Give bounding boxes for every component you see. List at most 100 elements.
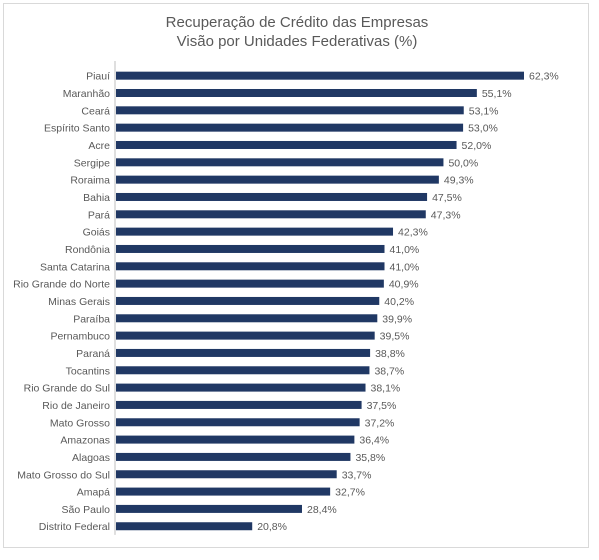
bar [116,192,428,201]
bar-group: Paraíba 39,9% [73,313,412,325]
category-label: Bahia [83,192,110,204]
bar-group: Minas Gerais 40,2% [48,296,414,308]
data-label: 50,0% [448,157,478,169]
bar [116,487,331,496]
data-label: 37,5% [367,400,397,412]
bar-chart: Piauí 62,3% Maranhão 55,1% Ceará 53,1% Espírit… [13,61,559,535]
category-label: Amapá [77,487,110,499]
bar [116,470,337,479]
bar-group: Acre 52,0% [88,140,491,152]
data-label: 38,1% [371,383,401,395]
category-label: Rio de Janeiro [42,400,110,412]
category-label: Rio Grande do Norte [13,279,110,291]
data-label: 28,4% [307,504,337,516]
data-label: 36,4% [359,435,389,447]
bar [116,140,457,149]
category-label: Goiás [83,227,110,239]
data-label: 39,5% [380,331,410,343]
data-label: 53,1% [469,105,499,117]
data-label: 35,8% [355,452,385,464]
bar [116,348,371,357]
bar-group: Amapá 32,7% [77,487,365,499]
bar-group: Paraná 38,8% [76,348,405,360]
category-label: Mato Grosso do Sul [17,469,110,481]
data-label: 40,2% [384,296,414,308]
data-label: 41,0% [390,244,420,256]
bar [116,227,394,236]
bar [116,331,375,340]
category-label: Pernambuco [50,331,110,343]
bar-group: Maranhão 55,1% [63,88,512,100]
bar-group: São Paulo 28,4% [62,504,337,516]
chart-title: Recuperação de Crédito das Empresas [165,14,429,31]
category-label: Roraima [70,175,110,187]
bar-group: Rio Grande do Sul 38,1% [24,383,401,395]
chart-frame: Recuperação de Crédito das Empresas Visã… [3,3,589,548]
bar [116,400,362,409]
chart-subtitle: Visão por Unidades Federativas (%) [176,33,418,50]
bar [116,435,355,444]
category-label: Espírito Santo [44,123,110,135]
bar [116,158,444,167]
bar [116,106,464,115]
bar-group: Pará 47,3% [88,209,461,221]
bar-group: Bahia 47,5% [83,192,462,204]
bar-group: Alagoas 35,8% [72,452,385,464]
bar-group: Roraima 49,3% [70,175,473,187]
category-label: Mato Grosso [50,417,110,429]
data-label: 38,7% [374,365,404,377]
data-label: 38,8% [375,348,405,360]
bar-group: Mato Grosso do Sul 33,7% [17,469,371,481]
category-label: Distrito Federal [39,521,110,533]
bar [116,522,253,531]
bar-group: Amazonas 36,4% [60,435,389,447]
category-label: Ceará [81,105,110,117]
category-label: Sergipe [74,157,110,169]
category-label: Pará [88,209,110,221]
bar-group: Distrito Federal 20,8% [39,521,287,533]
bar [116,175,439,184]
category-label: Paraíba [73,313,110,325]
bar [116,71,524,80]
bar-group: Pernambuco 39,5% [50,331,409,343]
bar-group: Ceará 53,1% [81,105,498,117]
bar-group: Espírito Santo 53,0% [44,123,498,135]
category-label: São Paulo [62,504,111,516]
data-label: 32,7% [335,487,365,499]
bar [116,504,302,513]
category-label: Rio Grande do Sul [24,383,110,395]
bar [116,279,384,288]
data-label: 62,3% [529,71,559,83]
category-label: Acre [88,140,110,152]
bar [116,383,366,392]
bar-group: Santa Catarina 41,0% [40,261,419,273]
category-label: Minas Gerais [48,296,110,308]
bar-group: Mato Grosso 37,2% [50,417,395,429]
data-label: 47,5% [432,192,462,204]
bar [116,262,385,271]
data-label: 49,3% [444,175,474,187]
bar-group: Goiás 42,3% [83,227,428,239]
bar [116,418,360,427]
data-label: 42,3% [398,227,428,239]
data-label: 39,9% [382,313,412,325]
data-label: 37,2% [365,417,395,429]
bar [116,366,370,375]
data-label: 40,9% [389,279,419,291]
data-label: 53,0% [468,123,498,135]
bar-group: Tocantins 38,7% [66,365,405,377]
bar-group: Rio de Janeiro 37,5% [42,400,396,412]
bar [116,88,477,97]
bar [116,123,464,132]
category-label: Maranhão [63,88,110,100]
bar [116,452,351,461]
category-label: Alagoas [72,452,110,464]
category-label: Tocantins [66,365,110,377]
data-label: 33,7% [342,469,372,481]
bar-group: Rio Grande do Norte 40,9% [13,279,419,291]
data-label: 52,0% [462,140,492,152]
bar-group: Piauí 62,3% [86,71,559,83]
bar [116,244,385,253]
bar-group: Sergipe 50,0% [74,157,478,169]
category-label: Rondônia [65,244,110,256]
